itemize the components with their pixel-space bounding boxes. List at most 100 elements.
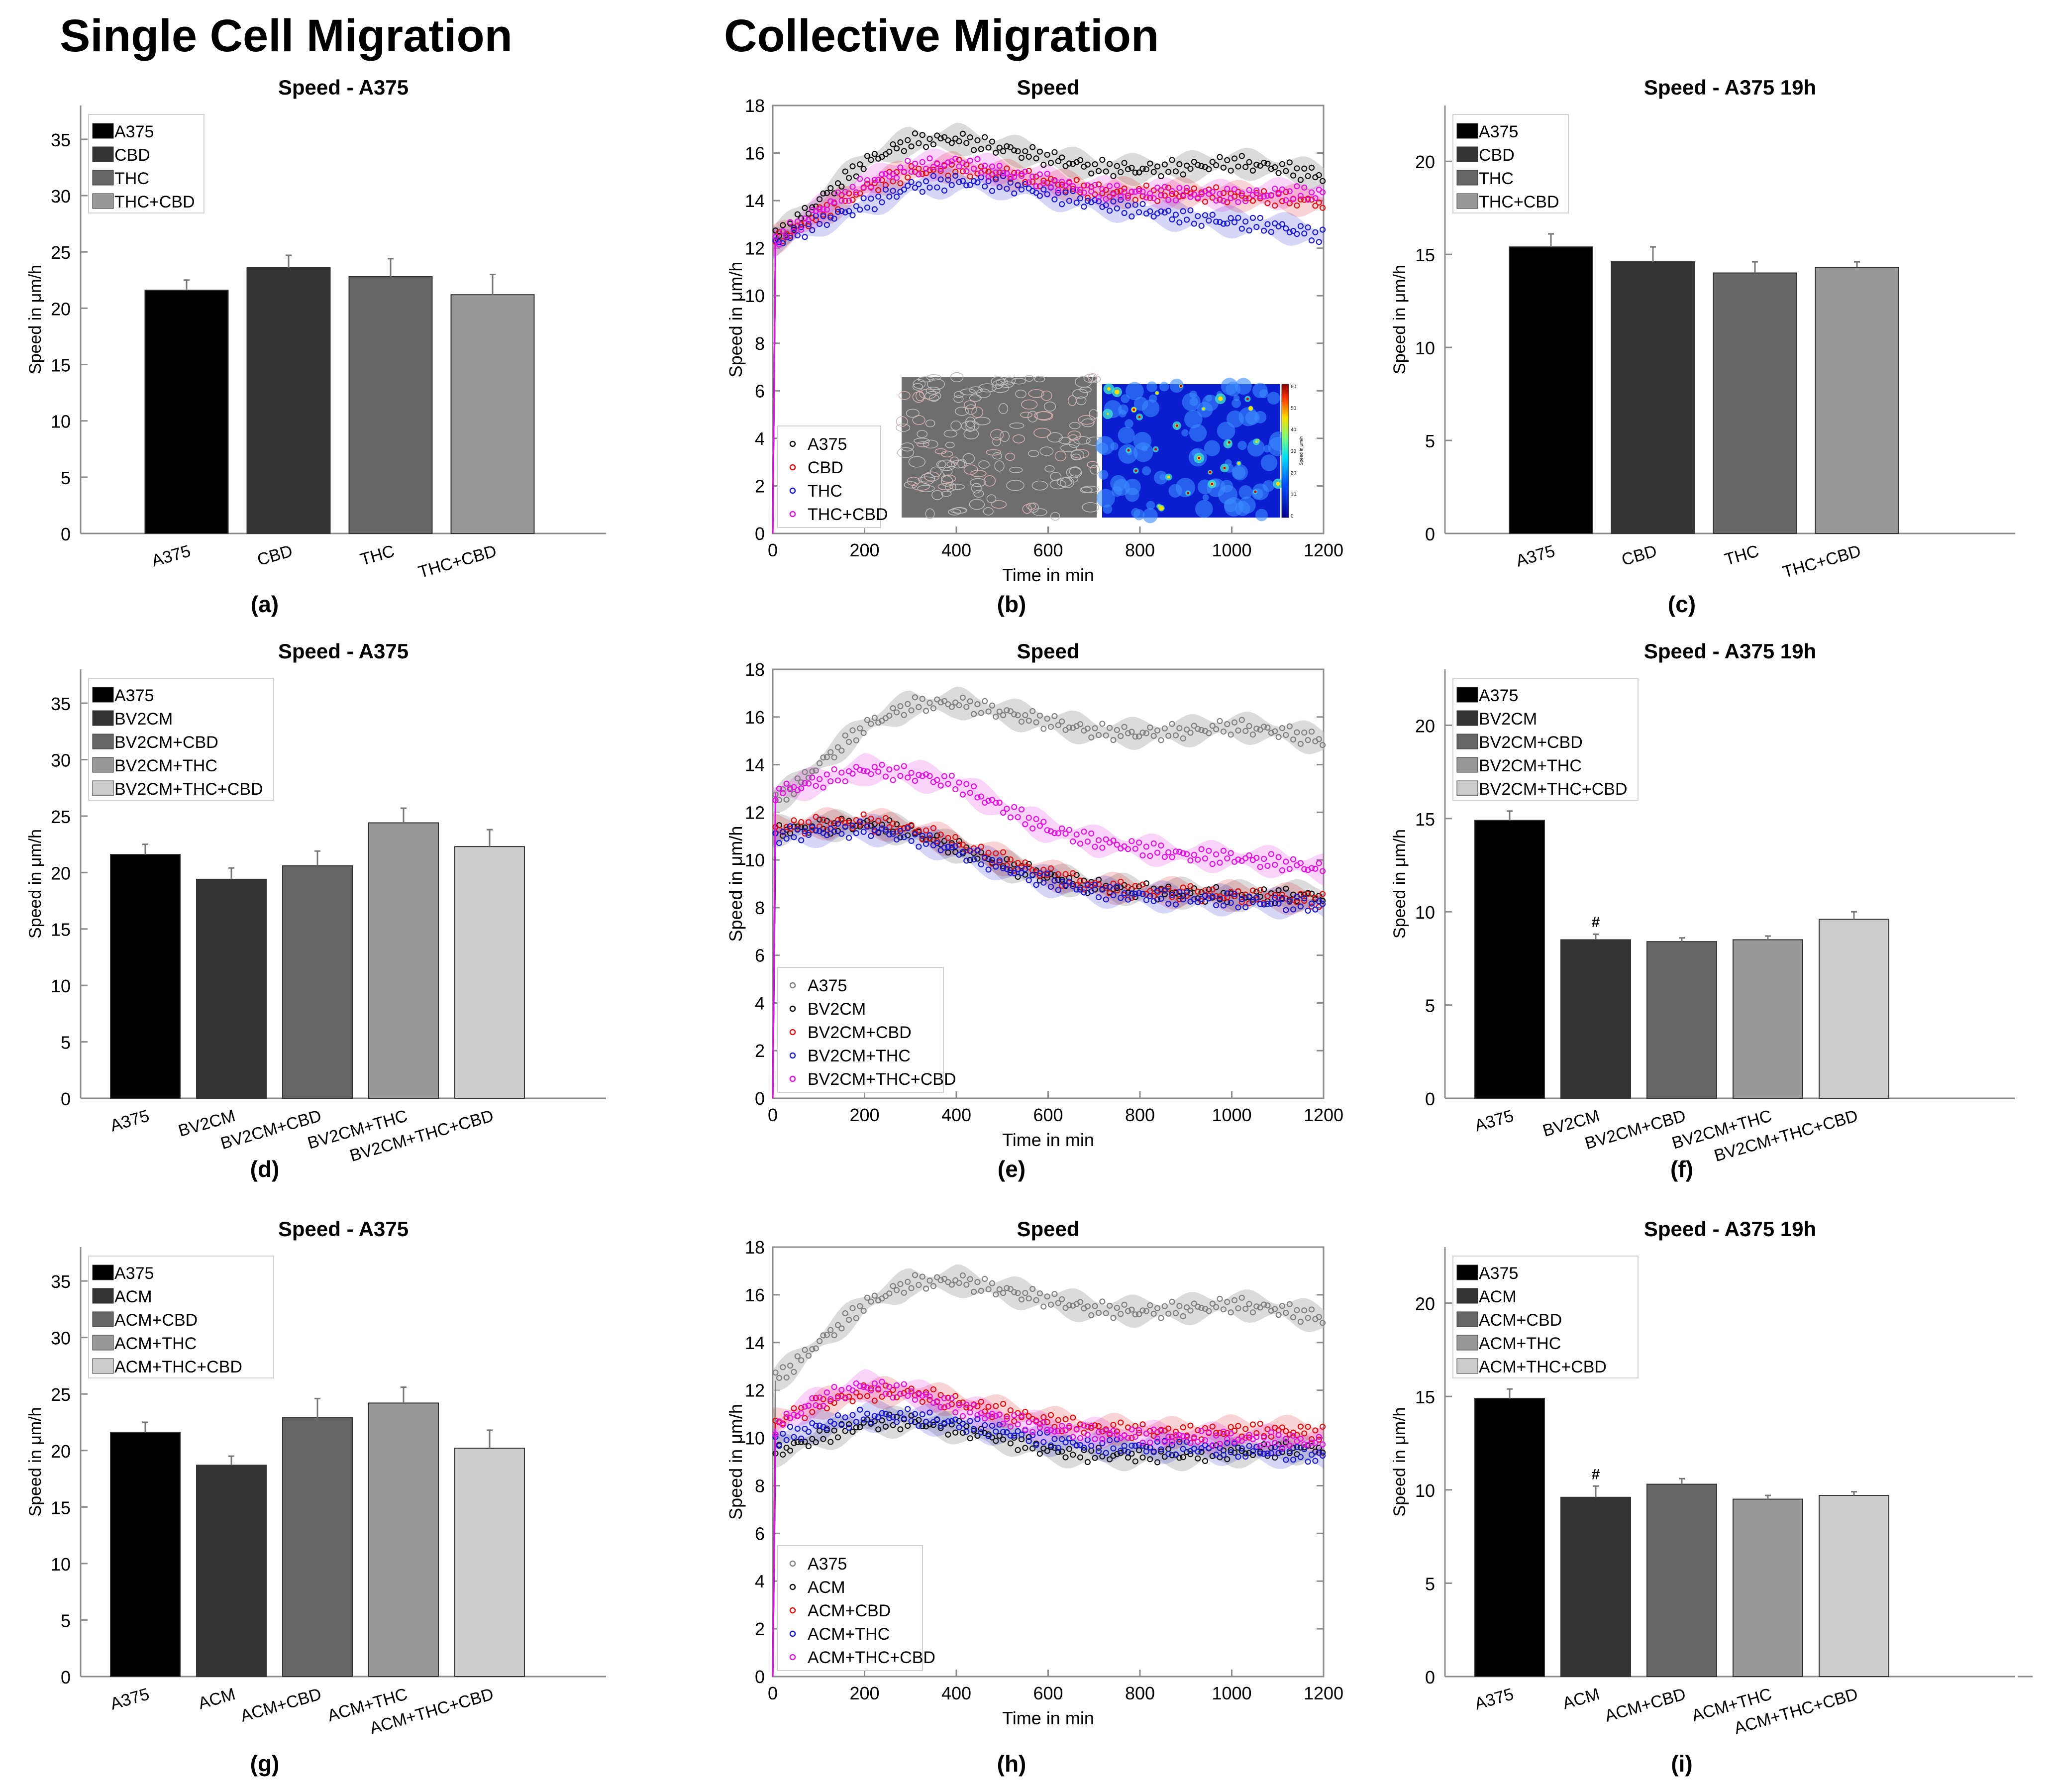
x-tick-label: 800: [1125, 1105, 1155, 1125]
data-point: [827, 749, 834, 755]
data-point: [827, 1327, 834, 1333]
data-point: [1169, 1452, 1175, 1459]
data-point: [1320, 868, 1326, 874]
cell-outline: [1021, 399, 1038, 410]
data-point: [919, 1392, 925, 1399]
data-point: [1081, 182, 1087, 189]
data-point: [831, 1332, 837, 1339]
data-point: [1118, 1311, 1124, 1317]
cell-outline: [990, 429, 1004, 441]
data-point: [993, 713, 999, 720]
data-point: [974, 701, 981, 708]
data-point: [1191, 1300, 1197, 1307]
data-point: [1107, 1302, 1113, 1309]
data-point: [985, 866, 992, 873]
data-point: [1103, 1427, 1109, 1434]
data-point: [1249, 1421, 1256, 1428]
data-point: [780, 1364, 786, 1370]
panel-label: (g): [250, 1751, 280, 1777]
data-point: [908, 1388, 915, 1394]
heat-blob: [1189, 397, 1198, 406]
data-point: [1132, 169, 1138, 176]
data-point: [1004, 1285, 1010, 1291]
data-point: [1246, 900, 1252, 907]
data-point: [1206, 886, 1212, 893]
data-point: [813, 767, 819, 774]
data-point: [1172, 848, 1179, 855]
data-point: [791, 784, 797, 790]
data-point: [1209, 861, 1216, 867]
cell-outline: [1047, 432, 1063, 443]
y-tick-label: 4: [755, 428, 765, 449]
data-point: [1220, 847, 1227, 854]
data-point: [1268, 228, 1274, 235]
data-point: [1272, 1440, 1278, 1446]
data-point: [1036, 872, 1043, 879]
data-point: [798, 226, 805, 233]
data-point: [798, 1435, 805, 1442]
data-point: [1286, 188, 1293, 195]
data-point: [853, 189, 859, 196]
data-point: [916, 704, 922, 711]
data-point: [1286, 723, 1293, 730]
y-tick-label: 5: [61, 1033, 71, 1053]
data-point: [993, 176, 999, 183]
legend-label: BV2CM+THC: [114, 756, 217, 775]
data-point: [1092, 1436, 1098, 1442]
data-point: [926, 1409, 933, 1416]
data-point: [1000, 1420, 1007, 1427]
y-tick-label: 16: [745, 707, 765, 728]
colorbar-tick-label: 30: [1291, 449, 1297, 454]
data-point: [1169, 216, 1175, 222]
data-point: [1297, 177, 1304, 183]
cell-outline: [1039, 446, 1054, 456]
data-point: [1308, 1306, 1315, 1313]
data-point: [1143, 182, 1150, 189]
data-point: [978, 1398, 984, 1405]
data-point: [978, 793, 984, 800]
data-point: [985, 173, 992, 180]
data-point: [1264, 193, 1271, 199]
data-point: [1253, 1430, 1260, 1437]
data-point: [1217, 893, 1223, 900]
heat-blob: [1181, 429, 1189, 436]
data-point: [1187, 730, 1194, 736]
heat-blob: [1118, 444, 1138, 464]
data-point: [1036, 183, 1043, 190]
data-point: [882, 186, 889, 193]
data-point: [1283, 197, 1289, 204]
data-point: [791, 1411, 797, 1418]
data-point: [956, 702, 962, 709]
data-point: [871, 1397, 878, 1404]
legend-label: A375: [114, 686, 154, 705]
data-point: [805, 211, 812, 217]
data-point: [827, 778, 834, 785]
data-point: [1183, 851, 1190, 857]
data-point: [1103, 196, 1109, 202]
heat-blob: [1238, 485, 1253, 499]
data-point: [967, 182, 973, 188]
data-point: [1015, 182, 1021, 189]
data-point: [1081, 1445, 1087, 1451]
data-point: [1047, 1301, 1054, 1308]
heat-peak: [1254, 490, 1257, 493]
cell-outline: [1054, 450, 1067, 461]
data-point: [1000, 849, 1007, 855]
data-point: [1110, 1428, 1117, 1434]
data-point: [1018, 806, 1025, 813]
data-point: [1228, 195, 1234, 202]
data-point: [890, 777, 896, 783]
data-point: [1022, 179, 1028, 185]
y-tick-label: 35: [51, 130, 71, 150]
data-point: [978, 710, 984, 716]
data-point: [1308, 1443, 1315, 1449]
legend-swatch: [92, 146, 114, 162]
data-point: [893, 709, 900, 716]
data-point: [1202, 887, 1209, 894]
data-point: [1084, 1423, 1091, 1430]
data-point: [798, 779, 805, 786]
data-point: [1147, 190, 1153, 197]
legend-label: A375: [808, 1555, 847, 1574]
data-point: [809, 227, 816, 233]
data-point: [897, 1426, 904, 1433]
